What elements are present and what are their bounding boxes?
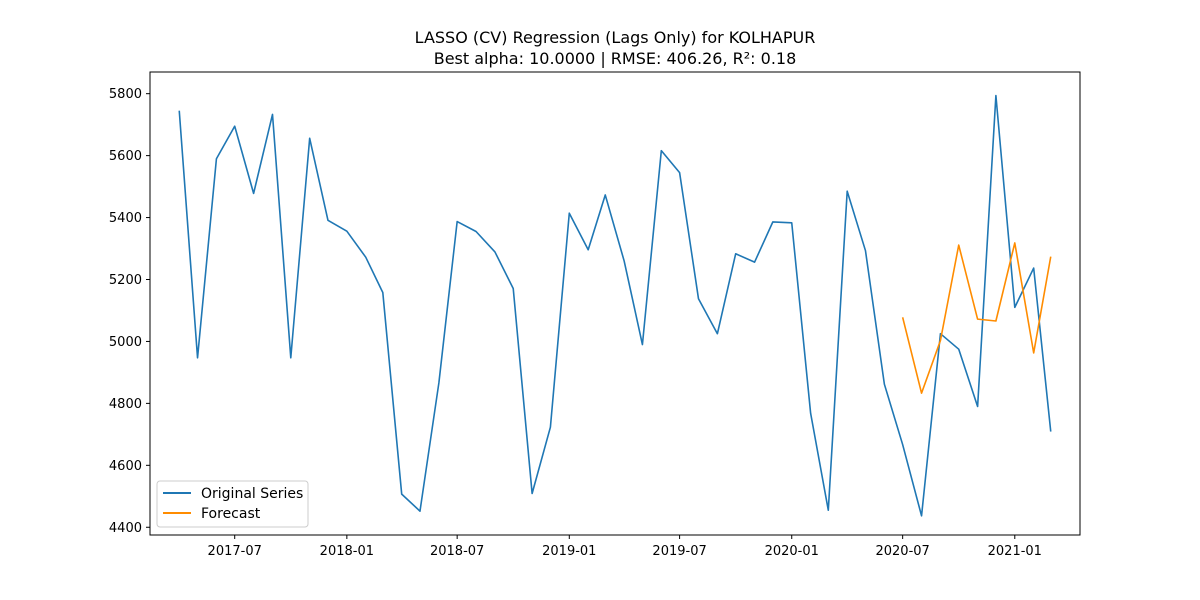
y-tick-label: 5800 [109,87,142,102]
y-tick-label: 5600 [109,149,142,164]
legend-label-original-series: Original Series [201,486,303,502]
y-tick-label: 5000 [109,335,142,350]
y-axis: 4400 4600 4800 5000 5200 5400 5600 5800 [109,87,150,536]
legend: Original Series Forecast [156,480,309,528]
legend-box [156,480,309,528]
series-line-forecast [901,242,1052,394]
legend-label-forecast: Forecast [201,506,261,522]
x-tick-label: 2018-07 [430,544,484,559]
x-tick-label: 2020-01 [765,544,819,559]
y-tick-label: 5200 [109,273,142,288]
y-tick-label: 4600 [109,459,142,474]
y-tick-label: 4400 [109,521,142,536]
series-line-original-series [178,94,1052,517]
x-tick-label: 2020-07 [875,544,929,559]
series-layer [178,94,1052,517]
x-tick-label: 2018-01 [320,544,374,559]
y-tick-label: 4800 [109,397,142,412]
chart-subtitle: Best alpha: 10.0000 | RMSE: 406.26, R²: … [434,49,797,68]
x-tick-label: 2019-07 [652,544,706,559]
x-tick-label: 2017-07 [208,544,262,559]
y-tick-label: 5400 [109,211,142,226]
x-tick-label: 2019-01 [542,544,596,559]
plot-frame [149,71,1081,536]
chart-title: LASSO (CV) Regression (Lags Only) for KO… [415,28,816,47]
x-axis: 2017-07 2018-01 2018-07 2019-01 2019-07 2020-… [208,535,1042,559]
x-tick-label: 2021-01 [988,544,1042,559]
